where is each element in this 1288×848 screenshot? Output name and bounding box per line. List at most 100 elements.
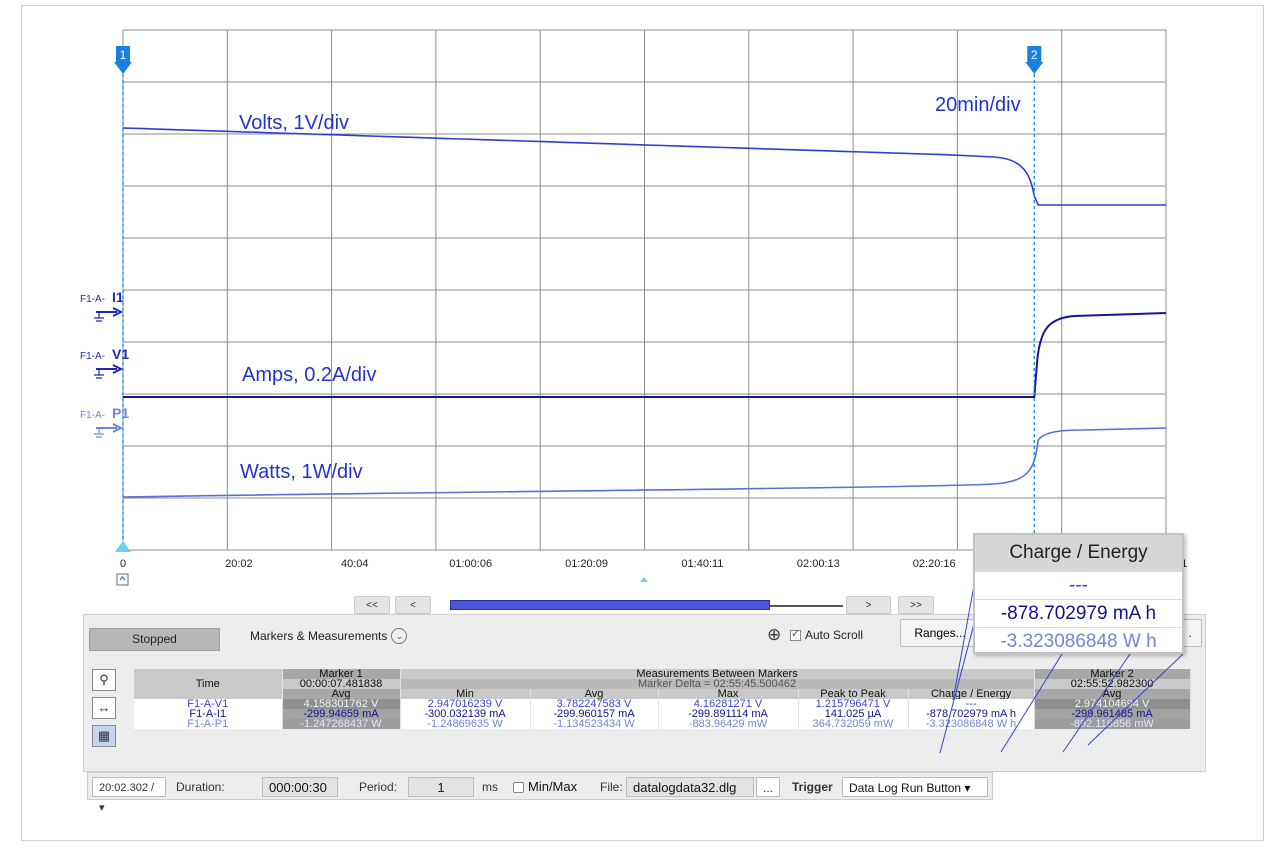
probe-icon[interactable]: ⚲: [92, 669, 116, 691]
time-select-value: 20:02.302 /: [99, 782, 155, 794]
minmax-label: Min/Max: [528, 779, 578, 794]
crosshair-icon[interactable]: ⊕: [767, 625, 782, 644]
measurements-table: Marker 1 Measurements Between Markers Ma…: [134, 669, 1191, 729]
center-marker-icon: [640, 577, 648, 582]
cell-m2: -892.116856 mW: [1034, 719, 1191, 729]
channel-label-p1[interactable]: F1-A- P1: [80, 405, 129, 438]
zoom-magnifier: Charge / Energy --- -878.702979 mA h -3.…: [973, 533, 1184, 654]
auto-scroll-check[interactable]: [790, 627, 801, 641]
cell-pp: 364.732059 mW: [798, 719, 909, 729]
cell-ce: -3.323086848 W h: [908, 719, 1035, 729]
cell-m2: 2.974104694 V: [1034, 699, 1191, 709]
cell-ce: ---: [908, 699, 1035, 709]
trigger-label: Trigger: [792, 780, 833, 794]
cell-m1: 4.158301762 V: [282, 699, 401, 709]
grid-view-icon[interactable]: ▦: [92, 725, 116, 747]
volts-annotation: Volts, 1V/div: [239, 112, 349, 134]
duration-field[interactable]: 000:00:30: [262, 777, 338, 797]
marker2-time: 02:55:52.982300: [1034, 679, 1191, 689]
dropdown-icon: ▾: [964, 781, 971, 795]
marker-1[interactable]: 1: [114, 46, 132, 552]
marker-arrow-icon: [1025, 62, 1044, 74]
time-scroll-bar[interactable]: << < > >>: [354, 596, 937, 616]
col-m2-avg: Avg: [1034, 689, 1191, 699]
x-tick-label: 02:20:16: [913, 558, 956, 570]
marker-arrow-icon: [114, 62, 132, 74]
x-tick-label: 01:00:06: [449, 558, 492, 570]
cell-min: -300.032139 mA: [400, 709, 531, 719]
marker1-time: 00:00:07.481838: [282, 679, 401, 689]
scroll-last-button[interactable]: >>: [898, 596, 934, 614]
scroll-prev-button[interactable]: <: [395, 596, 431, 614]
cell-avg: 3.782247583 V: [530, 699, 659, 709]
x-tick-label: 40:04: [341, 558, 369, 570]
cell-min: -1.24869635 W: [400, 719, 531, 729]
row-name: F1-A-V1: [134, 699, 283, 709]
trigger-select[interactable]: Data Log Run Button ▾: [842, 777, 988, 797]
series-volts-line: [122, 127, 1166, 206]
chevron-down-icon[interactable]: ⌄: [391, 628, 408, 644]
channel-id: I1: [112, 289, 124, 305]
auto-scroll-checkbox[interactable]: Auto Scroll: [790, 627, 863, 642]
channel-label-v1[interactable]: F1-A- V1: [80, 346, 129, 379]
file-field[interactable]: datalogdata32.dlg: [626, 777, 754, 797]
series-watts-line: [122, 427, 1167, 498]
dropdown-icon: ▾: [99, 802, 105, 814]
marker-label: 2: [1031, 48, 1038, 62]
x-tick-label: 0: [120, 558, 126, 570]
grid-lines: [123, 30, 1166, 550]
x-tick-label: 20:02: [225, 558, 253, 570]
scroll-thumb[interactable]: [450, 600, 770, 610]
col-peak-to-peak: Peak to Peak: [798, 689, 909, 699]
channel-labels: F1-A- I1 F1-A- V1 F1-A- P1: [80, 289, 129, 438]
channel-label-i1[interactable]: F1-A- I1: [80, 289, 124, 322]
marker-2[interactable]: 2: [1025, 46, 1044, 550]
ground-icon: [94, 369, 104, 379]
trigger-value: Data Log Run Button: [849, 781, 962, 795]
scroll-next-button[interactable]: >: [846, 596, 891, 614]
time-select[interactable]: 20:02.302 / ▾: [92, 777, 166, 814]
markers-title: Markers & Measurements: [250, 629, 388, 643]
zoom-amps: -878.702979 mA h: [975, 599, 1182, 627]
period-field[interactable]: 1: [408, 777, 474, 797]
scroll-first-button[interactable]: <<: [354, 596, 390, 614]
cell-avg: -299.960157 mA: [530, 709, 659, 719]
header-blank-2: [134, 689, 283, 699]
time-label: Time: [134, 679, 283, 689]
panel-side-tools: ⚲ ↔ ▦: [92, 669, 116, 753]
table-row[interactable]: F1-A-I1 -299.94659 mA -300.032139 mA -29…: [134, 709, 1191, 719]
markers-measurements-toggle[interactable]: Markers & Measurements ⌄: [250, 628, 408, 644]
channel-prefix: F1-A-: [80, 351, 105, 362]
between-header: Measurements Between Markers: [400, 669, 1035, 679]
minmax-checkbox[interactable]: Min/Max: [513, 777, 577, 797]
ground-icon: [94, 312, 104, 322]
browse-button[interactable]: ...: [756, 777, 780, 797]
marker-flag-icon[interactable]: [116, 46, 130, 64]
period-label: Period:: [359, 780, 398, 794]
header-blank: [134, 669, 283, 679]
markers-panel: Stopped Markers & Measurements ⌄ ⊕ Auto …: [83, 614, 1206, 772]
cell-m1: -1.247268437 W: [282, 719, 401, 729]
col-avg: Avg: [530, 689, 659, 699]
cell-pp: 141.025 µA: [798, 709, 909, 719]
cell-min: 2.947016239 V: [400, 699, 531, 709]
marker-span-icon[interactable]: ↔: [92, 697, 116, 719]
channel-id: V1: [112, 346, 129, 362]
table-row[interactable]: F1-A-V1 4.158301762 V 2.947016239 V 3.78…: [134, 699, 1191, 709]
marker-base-icon: [115, 541, 131, 552]
traces: [122, 127, 1167, 498]
marker-flag-icon[interactable]: [1027, 46, 1042, 64]
marker-delta: Marker Delta = 02:55:45.500462: [400, 679, 1035, 689]
period-unit: ms: [482, 780, 498, 794]
row-name: F1-A-I1: [134, 709, 283, 719]
minmax-check[interactable]: [513, 781, 524, 793]
origin-marker-icon[interactable]: [116, 573, 129, 586]
col-max: Max: [658, 689, 799, 699]
table-row[interactable]: F1-A-P1 -1.247268437 W -1.24869635 W -1.…: [134, 719, 1191, 729]
channel-id: P1: [112, 405, 129, 421]
series-amps-line: [123, 312, 1167, 398]
cell-max: -883.96429 mW: [658, 719, 799, 729]
